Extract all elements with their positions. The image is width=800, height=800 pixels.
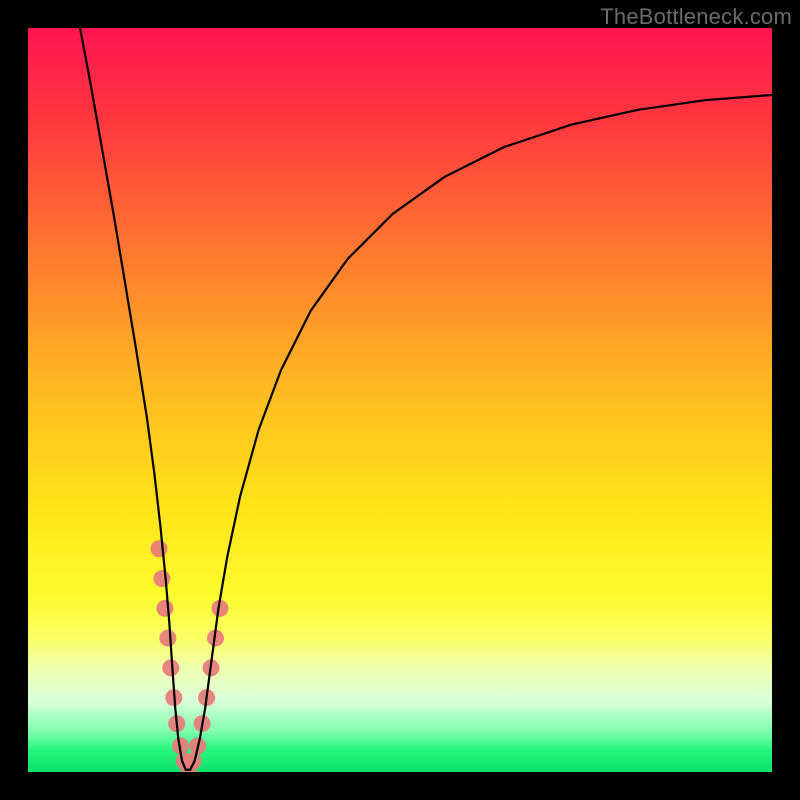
marker-dot <box>150 540 167 557</box>
chart-svg <box>28 28 772 772</box>
plot-area <box>28 28 772 772</box>
watermark-text: TheBottleneck.com <box>600 4 792 30</box>
chart-frame: TheBottleneck.com <box>0 0 800 800</box>
marker-dot <box>185 752 202 769</box>
marker-dot <box>159 630 176 647</box>
marker-dot <box>153 570 170 587</box>
marker-dot <box>156 600 173 617</box>
chart-background <box>28 28 772 772</box>
